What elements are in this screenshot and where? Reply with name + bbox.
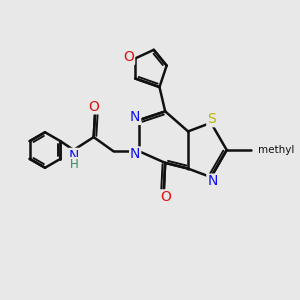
Text: methyl: methyl bbox=[258, 145, 295, 155]
Text: O: O bbox=[88, 100, 99, 113]
Text: N: N bbox=[207, 175, 218, 188]
Text: O: O bbox=[160, 190, 171, 204]
Text: O: O bbox=[123, 50, 134, 64]
Text: N: N bbox=[130, 110, 140, 124]
Text: N: N bbox=[69, 149, 80, 163]
Text: H: H bbox=[70, 158, 79, 171]
Text: S: S bbox=[207, 112, 216, 126]
Text: N: N bbox=[130, 147, 140, 161]
